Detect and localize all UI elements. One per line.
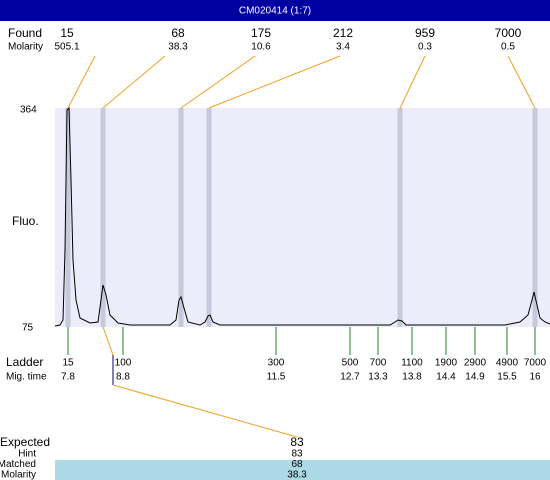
peak-molarity: 38.3 — [168, 42, 188, 53]
row-value: 38.3 — [287, 470, 307, 480]
ladder-time: 7.8 — [61, 372, 75, 383]
ladder-time: 11.5 — [267, 372, 286, 383]
row-value: 68 — [291, 459, 303, 470]
peak-size: 15 — [60, 26, 74, 40]
peak-lane — [532, 108, 538, 327]
peak-molarity: 10.6 — [251, 42, 271, 53]
expected-rows: Hint 83 Matched 68 Molarity 38.3 — [0, 449, 307, 480]
plot-area — [55, 108, 550, 327]
row-label: Molarity — [1, 470, 36, 480]
match-line — [102, 326, 114, 356]
ladder-label: Ladder — [6, 355, 43, 369]
peak-molarity: 505.1 — [54, 42, 79, 53]
ladder-size: 1900 — [435, 358, 458, 369]
peak-molarity: 0.5 — [501, 42, 515, 53]
ladder-size: 15 — [62, 358, 74, 369]
ladder-size: 700 — [370, 358, 387, 369]
title: CM020414 (1:7) — [239, 6, 311, 17]
peak-lane — [397, 108, 403, 327]
peak-size: 7000 — [495, 26, 522, 40]
ladder-time: 8.8 — [116, 372, 130, 383]
ladder-time: 15.5 — [497, 372, 517, 383]
title-bar — [0, 0, 550, 21]
ladder-time: 14.4 — [436, 372, 456, 383]
migtime-label: Mig. time — [6, 372, 47, 383]
match-line — [112, 384, 298, 438]
row-label: Matched — [0, 459, 36, 470]
y-max: 364 — [20, 105, 37, 116]
ladder-time: 13.3 — [368, 372, 388, 383]
leader — [208, 55, 341, 109]
ladder-size: 500 — [342, 358, 359, 369]
row-value: 83 — [291, 449, 303, 460]
peak-lane — [100, 108, 106, 327]
ladder-time: 16 — [529, 372, 541, 383]
molarity-label: Molarity — [8, 42, 43, 53]
ladder-row: 15 7.8 100 8.8 300 11.5 500 12.7 700 13.3 1100 13.8… — [61, 327, 547, 383]
y-label: Fluo. — [12, 214, 39, 228]
peak-molarity: 3.4 — [336, 42, 350, 53]
peak-lane — [178, 108, 184, 327]
ladder-size: 4900 — [496, 358, 519, 369]
ladder-time: 12.7 — [340, 372, 360, 383]
y-min: 75 — [22, 323, 34, 334]
expected-label: Expected — [0, 435, 50, 449]
leader-lines — [67, 55, 536, 109]
expected-value: 83 — [290, 435, 304, 449]
ladder-size: 1100 — [401, 358, 423, 369]
leader — [180, 55, 256, 109]
row-label: Hint — [18, 449, 36, 460]
peak-size: 175 — [251, 26, 271, 40]
ladder-size: 300 — [268, 358, 285, 369]
matched-band — [55, 460, 550, 480]
peak-lane — [65, 108, 71, 327]
found-label: Found — [8, 26, 42, 40]
ladder-size: 100 — [115, 358, 132, 369]
trace — [54, 106, 550, 327]
peak-lanes — [65, 108, 538, 327]
peak-molarity: 0.3 — [418, 42, 432, 53]
leader — [399, 55, 426, 109]
ladder-size: 2900 — [464, 358, 487, 369]
peak-size: 959 — [415, 26, 435, 40]
peak-size: 212 — [333, 26, 353, 40]
ladder-time: 14.9 — [465, 372, 485, 383]
ladder-time: 13.8 — [402, 372, 422, 383]
leader — [102, 55, 166, 109]
leader — [67, 55, 96, 109]
leader — [507, 55, 536, 109]
ladder-size: 7000 — [524, 358, 547, 369]
peak-size: 68 — [171, 26, 185, 40]
peak-lane — [206, 108, 212, 327]
